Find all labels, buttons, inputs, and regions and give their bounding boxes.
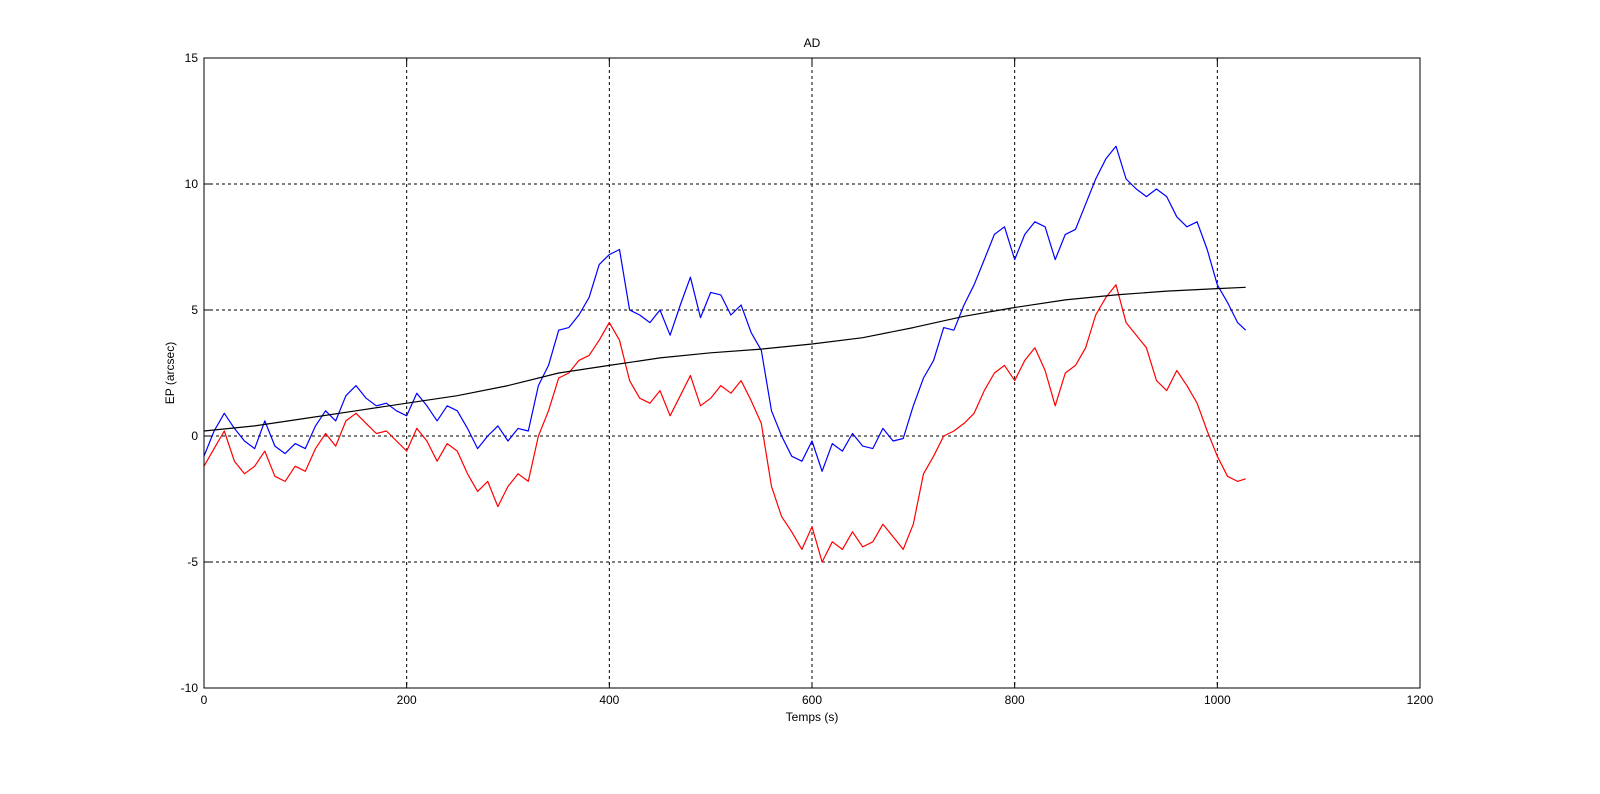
y-tick-label: -10 bbox=[181, 681, 199, 695]
y-tick-label: -5 bbox=[187, 555, 198, 569]
x-tick-label: 1200 bbox=[1407, 693, 1434, 707]
x-tick-label: 1000 bbox=[1204, 693, 1231, 707]
y-tick-label: 5 bbox=[191, 303, 198, 317]
x-tick-label: 800 bbox=[1005, 693, 1025, 707]
x-axis-label: Temps (s) bbox=[786, 710, 839, 724]
grid bbox=[204, 58, 1420, 688]
y-tick-label: 15 bbox=[185, 51, 199, 65]
x-tick-label: 0 bbox=[201, 693, 208, 707]
x-tick-label: 600 bbox=[802, 693, 822, 707]
chart-title: AD bbox=[804, 36, 821, 50]
x-tick-label: 400 bbox=[599, 693, 619, 707]
series-line-2 bbox=[203, 284, 1246, 563]
series-layer bbox=[203, 145, 1247, 563]
y-tick-label: 0 bbox=[191, 429, 198, 443]
series-line-1 bbox=[203, 145, 1247, 472]
y-axis-label: EP (arcsec) bbox=[163, 342, 177, 404]
y-tick-label: 10 bbox=[185, 177, 199, 191]
series-line-3 bbox=[203, 286, 1246, 432]
ticks: 0 200 400 600 800 1000 1200 -10 -5 0 5 10 15 bbox=[181, 51, 1434, 707]
x-tick-label: 200 bbox=[397, 693, 417, 707]
